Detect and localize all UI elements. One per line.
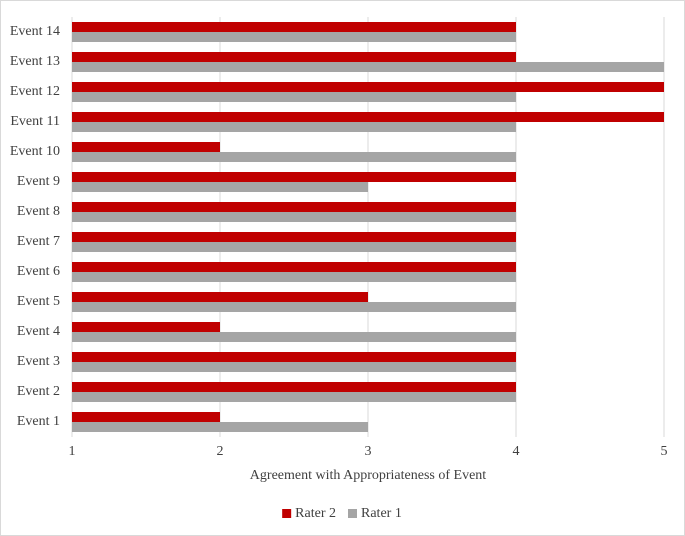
x-tick-label: 1 bbox=[69, 444, 76, 459]
legend-swatch bbox=[348, 509, 357, 518]
bar bbox=[72, 122, 516, 132]
bar bbox=[72, 412, 220, 422]
y-tick-label: Event 6 bbox=[17, 264, 60, 279]
bar bbox=[72, 362, 516, 372]
bar bbox=[72, 242, 516, 252]
bar bbox=[72, 92, 516, 102]
bar bbox=[72, 392, 516, 402]
bar bbox=[72, 382, 516, 392]
bar bbox=[72, 62, 664, 72]
y-tick-label: Event 4 bbox=[17, 324, 60, 339]
x-tick-label: 2 bbox=[217, 444, 224, 459]
y-tick-label: Event 11 bbox=[10, 114, 60, 129]
bar bbox=[72, 212, 516, 222]
bar bbox=[72, 112, 664, 122]
y-tick-label: Event 8 bbox=[17, 204, 60, 219]
bar bbox=[72, 322, 220, 332]
bar bbox=[72, 82, 664, 92]
bar bbox=[72, 292, 368, 302]
x-tick-label: 3 bbox=[365, 444, 372, 459]
bar bbox=[72, 332, 516, 342]
y-tick-label: Event 10 bbox=[10, 144, 60, 159]
bar bbox=[72, 152, 516, 162]
legend-label: Rater 1 bbox=[361, 506, 402, 521]
bar bbox=[72, 302, 516, 312]
x-axis-title: Agreement with Appropriateness of Event bbox=[250, 468, 486, 483]
bar bbox=[72, 272, 516, 282]
bar bbox=[72, 352, 516, 362]
x-tick-label: 5 bbox=[661, 444, 668, 459]
bar bbox=[72, 22, 516, 32]
bar bbox=[72, 232, 516, 242]
bar bbox=[72, 202, 516, 212]
bar bbox=[72, 262, 516, 272]
y-tick-label: Event 3 bbox=[17, 354, 60, 369]
legend-swatch bbox=[282, 509, 292, 518]
bar bbox=[72, 32, 516, 42]
y-tick-label: Event 12 bbox=[10, 84, 60, 99]
bar bbox=[72, 52, 516, 62]
y-tick-label: Event 5 bbox=[17, 294, 60, 309]
y-tick-label: Event 9 bbox=[17, 174, 60, 189]
bar bbox=[72, 172, 516, 182]
legend-label: Rater 2 bbox=[295, 506, 336, 521]
y-tick-label: Event 2 bbox=[17, 384, 60, 399]
bar bbox=[72, 142, 220, 152]
bar bbox=[72, 422, 368, 432]
y-tick-label: Event 13 bbox=[10, 54, 60, 69]
x-tick-label: 4 bbox=[513, 444, 520, 459]
y-tick-label: Event 14 bbox=[10, 24, 60, 39]
bar bbox=[72, 182, 368, 192]
y-tick-label: Event 7 bbox=[17, 234, 60, 249]
y-tick-label: Event 1 bbox=[17, 414, 60, 429]
